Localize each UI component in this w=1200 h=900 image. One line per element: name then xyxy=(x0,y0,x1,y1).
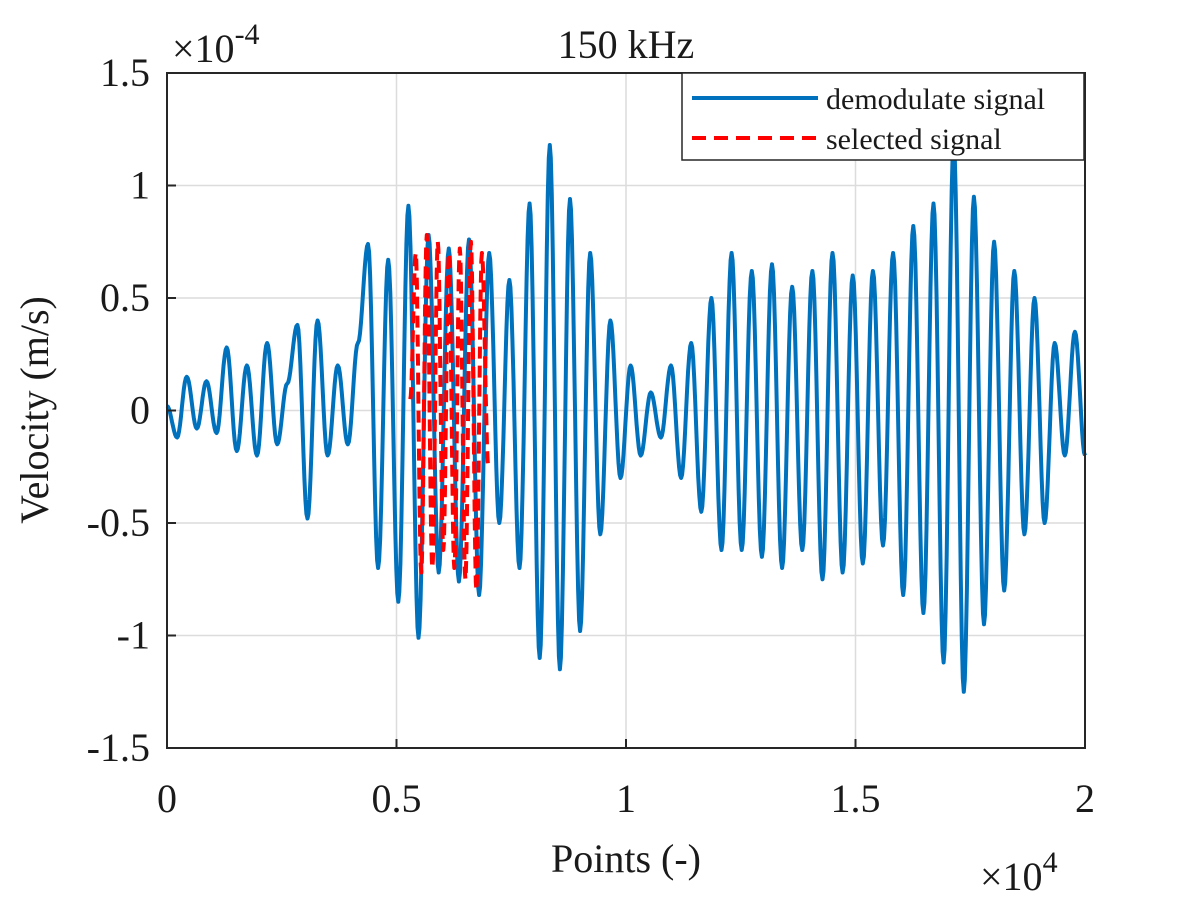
x-axis-multiplier-exponent: 4 xyxy=(1043,846,1058,879)
series-line-selected-signal xyxy=(408,233,491,593)
legend-box xyxy=(681,72,1085,161)
y-tick-label: -0.5 xyxy=(87,500,150,545)
x-axis-label: Points (-) xyxy=(551,836,701,881)
plot-area xyxy=(165,138,1087,694)
y-axis-label: Velocity (m/s) xyxy=(12,296,57,524)
y-axis-multiplier-exponent: -4 xyxy=(235,18,260,51)
series-line-demodulate-signal xyxy=(165,138,1087,694)
y-tick-label: -1 xyxy=(117,613,150,658)
legend-label-selected-signal: selected signal xyxy=(826,123,1002,156)
y-tick-label: 0 xyxy=(130,388,150,433)
x-tick-label: 2 xyxy=(1075,776,1095,821)
y-tick-label: 1 xyxy=(130,163,150,208)
x-tick-label: 1.5 xyxy=(831,776,881,821)
y-tick-label: 1.5 xyxy=(100,50,150,95)
legend: demodulate signal selected signal xyxy=(681,72,1085,161)
y-tick-label: 0.5 xyxy=(100,275,150,320)
y-axis-ticks: -1.5 -1 -0.5 0 0.5 1 1.5 xyxy=(87,50,176,770)
y-axis-multiplier-base: ×10 xyxy=(172,26,235,71)
legend-label-demodulate-signal: demodulate signal xyxy=(826,83,1045,116)
y-axis-multiplier: ×10-4 xyxy=(172,18,260,71)
x-tick-label: 0.5 xyxy=(372,776,422,821)
x-axis-multiplier: ×104 xyxy=(980,846,1058,899)
x-axis-ticks: 0 0.5 1 1.5 2 xyxy=(157,739,1095,821)
x-tick-label: 1 xyxy=(616,776,636,821)
y-tick-label: -1.5 xyxy=(87,725,150,770)
x-axis-multiplier-base: ×10 xyxy=(980,854,1043,899)
chart-title: 150 kHz xyxy=(558,22,695,67)
x-tick-label: 0 xyxy=(157,776,177,821)
